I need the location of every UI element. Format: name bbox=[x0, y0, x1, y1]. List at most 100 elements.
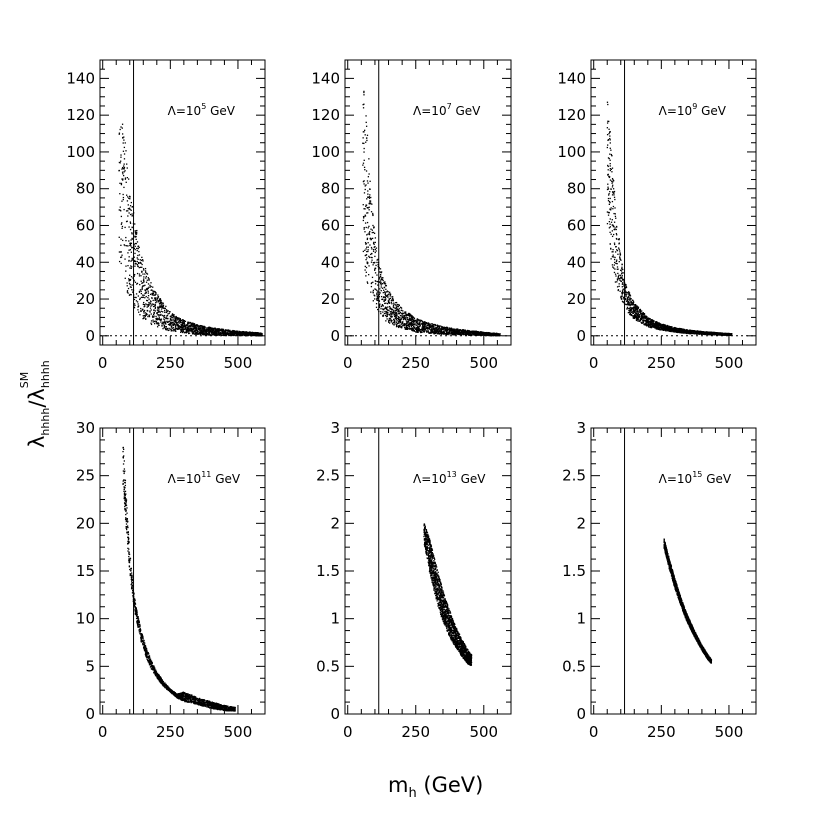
scatter-point bbox=[173, 323, 174, 324]
scatter-point bbox=[149, 302, 150, 303]
scatter-point bbox=[617, 254, 618, 255]
scatter-point bbox=[379, 296, 380, 297]
scatter-point bbox=[127, 221, 128, 222]
scatter-point bbox=[631, 298, 632, 299]
scatter-point bbox=[387, 314, 388, 315]
scatter-point bbox=[173, 329, 174, 330]
scatter-point bbox=[124, 227, 125, 228]
scatter-point bbox=[458, 331, 459, 332]
scatter-point bbox=[485, 335, 486, 336]
scatter-point bbox=[410, 328, 411, 329]
scatter-point bbox=[370, 292, 371, 293]
scatter-point bbox=[150, 308, 151, 309]
scatter-point bbox=[411, 315, 412, 316]
scatter-point bbox=[396, 305, 397, 306]
scatter-point bbox=[385, 300, 386, 301]
scatter-point bbox=[389, 318, 390, 319]
scatter-point bbox=[381, 290, 382, 291]
scatter-point bbox=[396, 319, 397, 320]
scatter-point bbox=[612, 186, 613, 187]
scatter-point bbox=[436, 328, 437, 329]
scatter-point bbox=[223, 333, 224, 334]
scatter-point bbox=[364, 228, 365, 229]
scatter-point bbox=[617, 273, 618, 274]
scatter-point bbox=[187, 323, 188, 324]
scatter-point bbox=[134, 274, 135, 275]
scatter-point bbox=[389, 293, 390, 294]
scatter-point bbox=[404, 313, 405, 314]
scatter-point bbox=[248, 333, 249, 334]
scatter-point bbox=[389, 319, 390, 320]
scatter-point bbox=[121, 183, 122, 184]
scatter-point bbox=[137, 261, 138, 262]
scatter-point bbox=[412, 323, 413, 324]
scatter-point bbox=[393, 305, 394, 306]
scatter-point bbox=[158, 315, 159, 316]
scatter-point bbox=[613, 234, 614, 235]
scatter-point bbox=[441, 332, 442, 333]
scatter-point bbox=[410, 322, 411, 323]
scatter-point bbox=[612, 264, 613, 265]
scatter-point bbox=[371, 248, 372, 249]
scatter-point bbox=[192, 332, 193, 333]
scatter-point bbox=[366, 140, 367, 141]
scatter-point bbox=[197, 328, 198, 329]
scatter-point bbox=[162, 307, 163, 308]
scatter-point bbox=[130, 214, 131, 215]
scatter-point bbox=[385, 298, 386, 299]
scatter-point bbox=[612, 192, 613, 193]
scatter-point bbox=[439, 333, 440, 334]
scatter-point bbox=[417, 320, 418, 321]
scatter-point bbox=[148, 288, 149, 289]
scatter-point bbox=[364, 167, 365, 168]
scatter-point bbox=[164, 317, 165, 318]
scatter-point bbox=[192, 330, 193, 331]
scatter-point bbox=[498, 334, 499, 335]
scatter-point bbox=[120, 161, 121, 162]
scatter-point bbox=[124, 167, 125, 168]
scatter-point bbox=[394, 316, 395, 317]
scatter-point bbox=[376, 299, 377, 300]
scatter-point bbox=[170, 323, 171, 324]
scatter-point bbox=[622, 275, 623, 276]
scatter-point bbox=[443, 333, 444, 334]
scatter-point bbox=[159, 311, 160, 312]
scatter-point bbox=[132, 284, 133, 285]
scatter-point bbox=[382, 279, 383, 280]
scatter-point bbox=[143, 302, 144, 303]
scatter-point bbox=[398, 323, 399, 324]
scatter-point bbox=[241, 331, 242, 332]
scatter-point bbox=[167, 310, 168, 311]
scatter-point bbox=[157, 323, 158, 324]
scatter-point bbox=[143, 318, 144, 319]
scatter-point bbox=[175, 326, 176, 327]
scatter-point bbox=[146, 282, 147, 283]
scatter-point bbox=[134, 261, 135, 262]
scatter-point bbox=[610, 168, 611, 169]
scatter-point bbox=[140, 263, 141, 264]
scatter-point bbox=[136, 243, 137, 244]
scatter-point bbox=[429, 327, 430, 328]
y-tick-label: 40 bbox=[321, 253, 340, 271]
scatter-point bbox=[610, 142, 611, 143]
scatter-point bbox=[387, 306, 388, 307]
scatter-point bbox=[193, 333, 194, 334]
scatter-point bbox=[121, 228, 122, 229]
scatter-point bbox=[377, 291, 378, 292]
scatter-point bbox=[380, 283, 381, 284]
scatter-point bbox=[222, 331, 223, 332]
scatter-point bbox=[379, 288, 380, 289]
scatter-point bbox=[178, 318, 179, 319]
scatter-point bbox=[372, 215, 373, 216]
scatter-point bbox=[415, 323, 416, 324]
scatter-point bbox=[373, 262, 374, 263]
scatter-point bbox=[369, 244, 370, 245]
scatter-point bbox=[432, 325, 433, 326]
scatter-point bbox=[229, 332, 230, 333]
scatter-point bbox=[405, 311, 406, 312]
scatter-point bbox=[224, 331, 225, 332]
scatter-point bbox=[122, 133, 123, 134]
scatter-point bbox=[148, 287, 149, 288]
scatter-point bbox=[256, 335, 257, 336]
scatter-point bbox=[368, 265, 369, 266]
